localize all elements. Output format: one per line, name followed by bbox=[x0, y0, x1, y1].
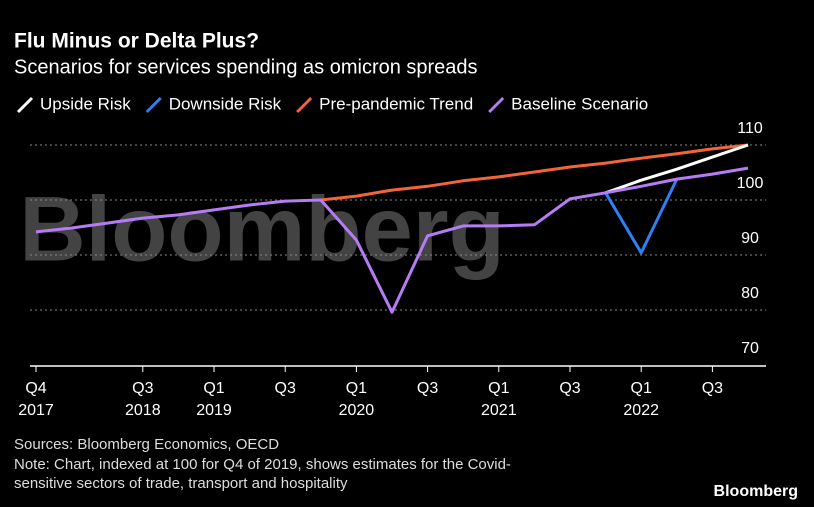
legend-swatch bbox=[145, 96, 162, 114]
y-tick-label: 80 bbox=[741, 285, 759, 302]
x-tick-label: Q3 bbox=[275, 380, 296, 397]
x-tick-label: Q4 bbox=[25, 380, 46, 397]
legend-label: Downside Risk bbox=[169, 94, 282, 113]
source: Sources: Bloomberg Economics, OECD bbox=[14, 436, 279, 453]
x-tick-label: Q3 bbox=[132, 380, 153, 397]
logo: Bloomberg bbox=[714, 483, 798, 500]
x-tick-label: Q1 bbox=[488, 380, 509, 397]
legend-label: Baseline Scenario bbox=[511, 94, 648, 113]
x-tick-label: Q3 bbox=[559, 380, 580, 397]
series-line bbox=[320, 143, 749, 202]
y-tick-label: 110 bbox=[737, 120, 763, 137]
x-tick-label: Q3 bbox=[417, 380, 438, 397]
chart-subtitle: Scenarios for services spending as omicr… bbox=[14, 56, 478, 78]
chart-title: Flu Minus or Delta Plus? bbox=[14, 30, 259, 53]
legend-swatch bbox=[488, 96, 505, 114]
x-year-label: 2022 bbox=[623, 402, 659, 419]
legend-label: Pre-pandemic Trend bbox=[319, 94, 473, 113]
legend-swatch bbox=[296, 96, 313, 114]
series-line bbox=[604, 178, 679, 255]
x-tick-label: Q1 bbox=[631, 380, 652, 397]
x-year-label: 2019 bbox=[196, 402, 232, 419]
watermark: Bloomberg bbox=[19, 178, 505, 280]
x-tick-label: Q3 bbox=[702, 380, 723, 397]
note: sensitive sectors of trade, transport an… bbox=[14, 475, 348, 492]
series-line bbox=[35, 166, 749, 314]
x-year-label: 2017 bbox=[18, 402, 54, 419]
x-tick-label: Q1 bbox=[203, 380, 224, 397]
x-year-label: 2021 bbox=[481, 402, 517, 419]
x-year-label: 2018 bbox=[125, 402, 161, 419]
legend-swatch bbox=[16, 96, 34, 114]
series-line bbox=[605, 143, 749, 195]
note: Note: Chart, indexed at 100 for Q4 of 20… bbox=[14, 456, 511, 473]
y-tick-label: 100 bbox=[737, 175, 764, 192]
x-year-label: 2020 bbox=[339, 402, 375, 419]
y-tick-label: 70 bbox=[741, 340, 759, 357]
x-tick-label: Q1 bbox=[346, 380, 367, 397]
legend-label: Upside Risk bbox=[40, 94, 131, 113]
y-tick-label: 90 bbox=[741, 230, 759, 247]
